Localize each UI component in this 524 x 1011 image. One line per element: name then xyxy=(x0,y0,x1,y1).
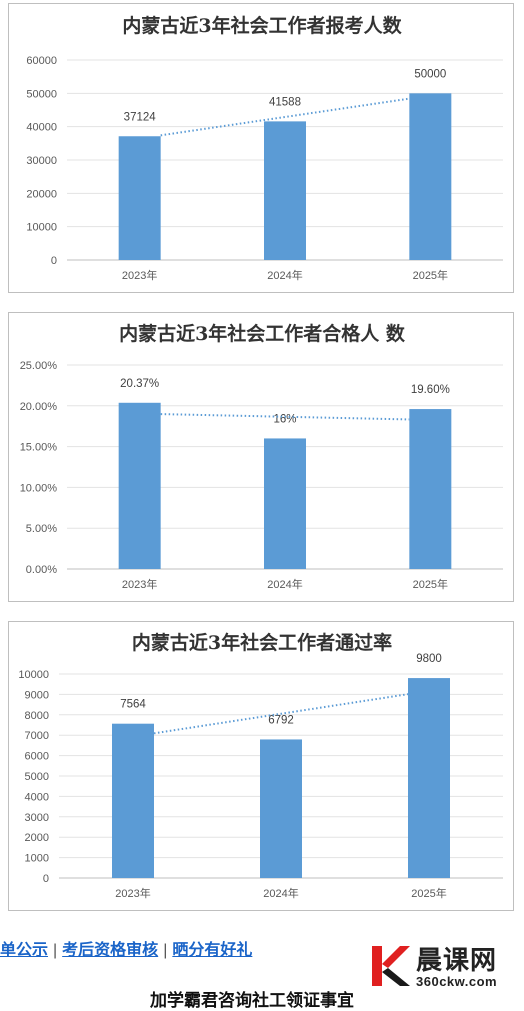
footer-link-qualification-review[interactable]: 考后资格审核 xyxy=(62,942,159,959)
x-tick-label: 2025年 xyxy=(413,268,448,282)
bar xyxy=(260,739,302,878)
y-tick-label: 9000 xyxy=(25,689,49,701)
bar xyxy=(112,723,154,878)
trendline xyxy=(160,97,410,137)
y-tick-label: 3000 xyxy=(25,812,49,824)
y-tick-label: 10000 xyxy=(26,222,57,234)
chart-panel-qualified: 内蒙古近3年社会工作者合格人 数 0.00% 5.00% 10.00% 15.00% 20… xyxy=(8,312,514,602)
brand-url: 360ckw.com xyxy=(416,974,498,989)
y-tick-label: 20000 xyxy=(26,188,57,200)
y-tick-label: 25.00% xyxy=(20,360,58,372)
x-tick-label: 2023年 xyxy=(115,886,150,900)
data-label: 50000 xyxy=(414,68,446,80)
data-label: 9800 xyxy=(416,653,442,665)
bottom-caption: 加学霸君咨询社工领证事宜 xyxy=(150,991,354,1011)
y-tick-label: 4000 xyxy=(25,791,49,803)
brand-logo-icon xyxy=(372,946,410,986)
y-tick-label: 5000 xyxy=(25,771,49,783)
x-tick-label: 2024年 xyxy=(267,268,302,282)
y-tick-label: 30000 xyxy=(26,155,57,167)
data-label: 37124 xyxy=(124,111,157,123)
x-tick-label: 2025年 xyxy=(411,886,446,900)
y-tick-label: 8000 xyxy=(25,710,49,722)
chart-svg: 内蒙古近3年社会工作者报考人数 0 10000 20000 30000 40000 5000… xyxy=(26,14,503,282)
footer-link-share-score[interactable]: 晒分有好礼 xyxy=(172,942,253,959)
bar xyxy=(118,136,161,260)
footer-separator: | xyxy=(53,942,58,959)
data-label: 16% xyxy=(273,413,296,425)
bar xyxy=(264,438,306,569)
x-tick-label: 2023年 xyxy=(122,577,157,591)
chart-panel-pass-rate: 内蒙古近3年社会工作者通过率 0 1000 2000 3000 4000 5000 6000 7… xyxy=(8,621,514,911)
x-tick-label: 2024年 xyxy=(263,886,298,900)
bar xyxy=(408,678,450,878)
chart-panel-applicants: 内蒙古近3年社会工作者报考人数 0 10000 20000 30000 40000 5000… xyxy=(8,3,514,293)
footer-links: 单公示 | 考后资格审核 | 晒分有好礼 xyxy=(0,936,252,960)
trendline xyxy=(153,693,409,735)
trendline xyxy=(160,413,410,421)
y-tick-label: 0 xyxy=(43,873,49,885)
y-tick-label: 60000 xyxy=(26,55,57,67)
y-tick-label: 7000 xyxy=(25,730,49,742)
y-tick-label: 15.00% xyxy=(20,442,58,454)
chart-svg: 内蒙古近3年社会工作者通过率 0 1000 2000 3000 4000 5000 6000 7… xyxy=(18,631,503,900)
data-label: 7564 xyxy=(120,699,146,711)
y-tick-label: 10.00% xyxy=(20,482,58,494)
data-label: 20.37% xyxy=(120,378,159,390)
y-tick-label: 10000 xyxy=(18,669,49,681)
bar xyxy=(264,121,306,260)
bar xyxy=(118,402,161,569)
y-tick-label: 0 xyxy=(51,255,57,267)
chart-title: 内蒙古近3年社会工作者通过率 xyxy=(132,631,392,654)
y-tick-label: 0.00% xyxy=(26,564,57,576)
data-label: 41588 xyxy=(269,96,301,108)
x-tick-label: 2025年 xyxy=(413,577,448,591)
brand-block[interactable]: 晨课网 360ckw.com xyxy=(370,940,520,996)
bar xyxy=(409,409,452,569)
brand-name: 晨课网 xyxy=(416,946,498,976)
footer-separator: | xyxy=(163,942,168,959)
y-tick-label: 2000 xyxy=(25,832,49,844)
y-tick-label: 20.00% xyxy=(20,401,58,413)
y-tick-label: 5.00% xyxy=(26,523,57,535)
chart-title: 内蒙古近3年社会工作者报考人数 xyxy=(122,14,402,37)
y-tick-label: 6000 xyxy=(25,751,49,763)
bar xyxy=(409,93,452,260)
chart-title: 内蒙古近3年社会工作者合格人 数 xyxy=(119,322,406,345)
x-tick-label: 2023年 xyxy=(122,268,157,282)
footer-link-public-list[interactable]: 单公示 xyxy=(0,942,49,959)
x-tick-label: 2024年 xyxy=(267,577,302,591)
data-label: 6792 xyxy=(268,714,294,726)
y-tick-label: 1000 xyxy=(25,853,49,865)
y-tick-label: 40000 xyxy=(26,122,57,134)
y-tick-label: 50000 xyxy=(26,88,57,100)
chart-svg: 内蒙古近3年社会工作者合格人 数 0.00% 5.00% 10.00% 15.00% 20… xyxy=(20,322,503,591)
data-label: 19.60% xyxy=(411,384,450,396)
